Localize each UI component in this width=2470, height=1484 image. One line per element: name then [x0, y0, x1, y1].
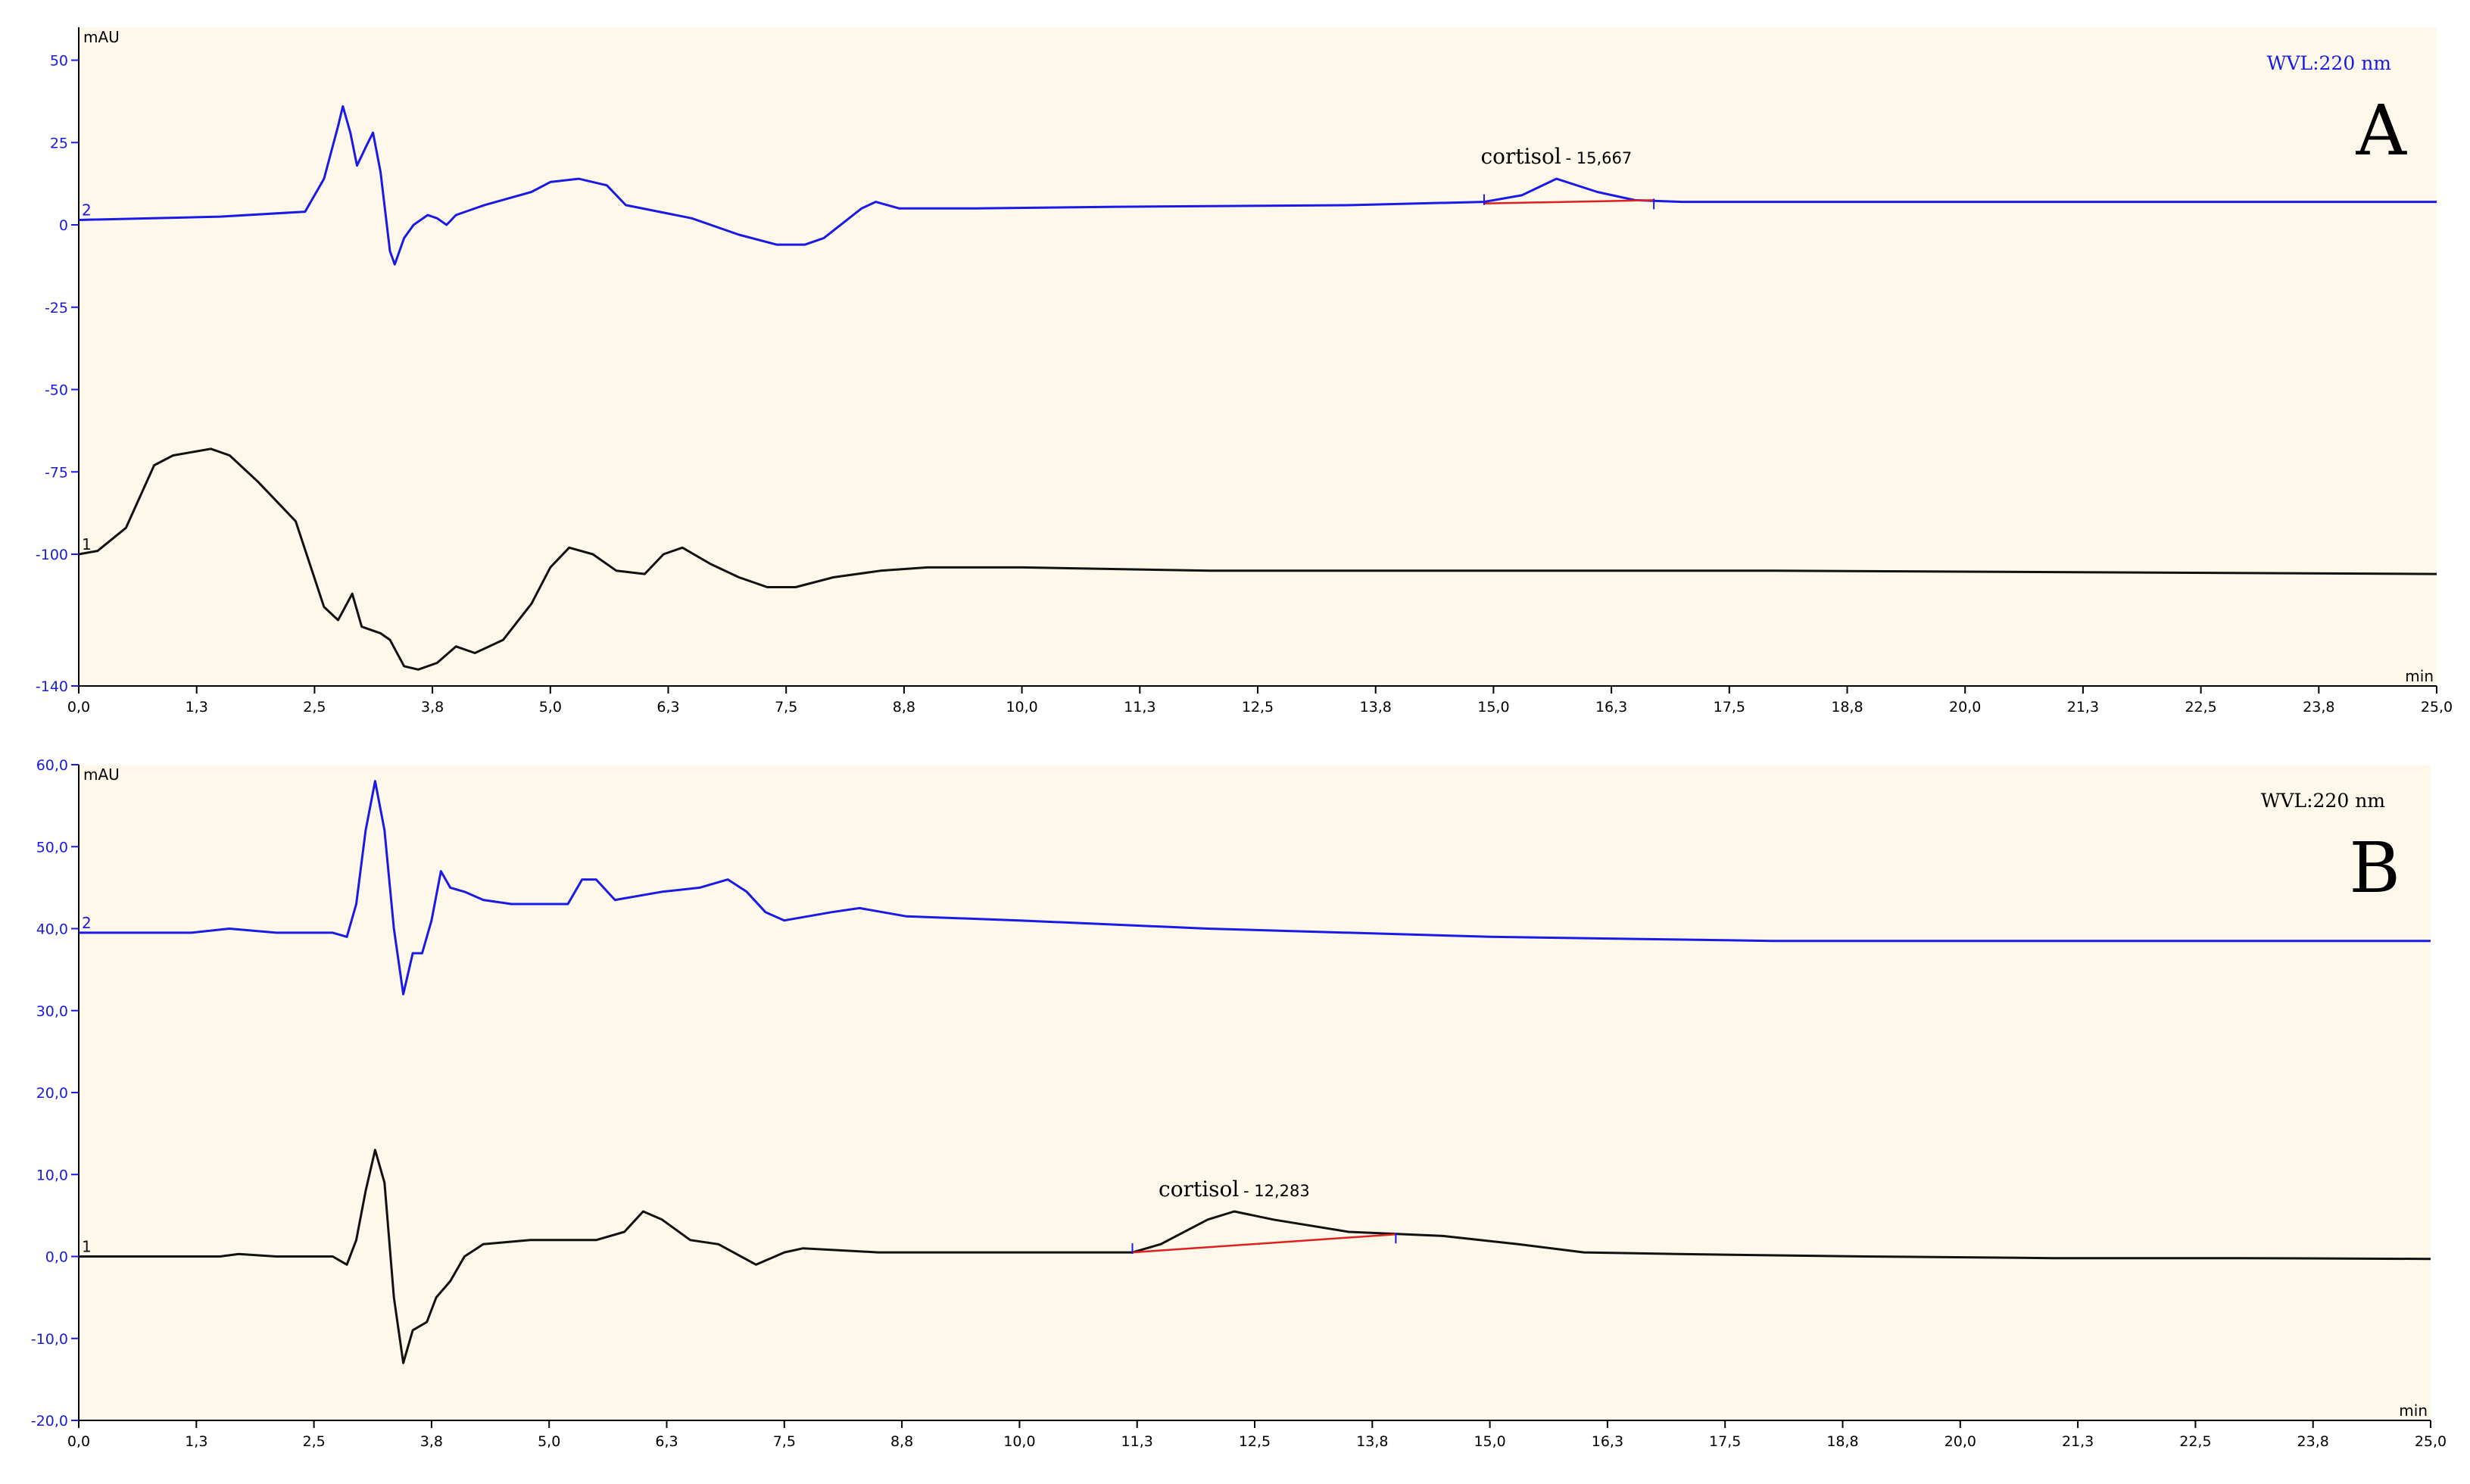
x-tick-label: 2,5	[303, 699, 326, 716]
y-tick-label: 50,0	[36, 839, 68, 856]
x-ticks: 0,0 1,3 2,5 3,8 5,0 6,3 7,5 8,8 10,0 11,3 12,5 13,8…	[67, 686, 2453, 716]
x-tick-label: 5,0	[539, 699, 562, 716]
x-tick-label: 23,8	[2303, 699, 2334, 716]
y-tick-label: 60,0	[36, 757, 68, 774]
peak-annotations: cortisol - 12,283	[1131, 1177, 1397, 1255]
y-tick-label: -25	[45, 300, 68, 316]
x-tick-label: 20,0	[1949, 699, 1981, 716]
y-tick-label: 40,0	[36, 921, 68, 938]
x-tick-label: 15,0	[1474, 1433, 1505, 1450]
peak-rt-label: - 15,667	[1565, 149, 1632, 167]
y-tick-label: -10,0	[31, 1331, 68, 1348]
x-tick-label: 1,3	[186, 699, 208, 716]
x-tick-label: 8,8	[890, 1433, 913, 1450]
x-tick-label: 10,0	[1006, 699, 1037, 716]
x-tick-label: 6,3	[656, 699, 679, 716]
x-unit-label: min	[2405, 667, 2434, 685]
y-tick-label: 10,0	[36, 1167, 68, 1183]
x-tick-label: 25,0	[2415, 1433, 2447, 1450]
x-ticks: 0,0 1,3 2,5 3,8 5,0 6,3 7,5 8,8 10,0 11,3 12,5 13,8…	[67, 1420, 2447, 1450]
x-tick-label: 18,8	[1831, 699, 1863, 716]
y-tick-label: -100	[36, 547, 68, 563]
plot-area	[79, 27, 2437, 686]
series-id-label: 2	[82, 914, 92, 932]
peak-baseline	[1132, 1233, 1396, 1254]
x-tick-label: 7,5	[773, 1433, 796, 1450]
wavelength-label: WVL:220 nm	[2261, 790, 2386, 812]
y-tick-label: 0,0	[45, 1249, 68, 1266]
series-lines: 21	[79, 780, 2431, 1364]
series-line-2	[79, 780, 2431, 996]
y-ticks: 60,0 50,0 40,0 30,0 20,0 10,0 0,0 -10,0 -20,0	[31, 757, 79, 1429]
series-id-label: 1	[82, 535, 92, 553]
x-tick-label: 1,3	[185, 1433, 207, 1450]
series-lines: 21	[78, 104, 2437, 671]
y-ticks: 50 25 0 -25 -50 -75 -100 -140	[36, 53, 79, 695]
plot-area	[79, 765, 2431, 1420]
x-tick-label: 17,5	[1709, 1433, 1741, 1450]
x-tick-label: 8,8	[893, 699, 915, 716]
x-tick-label: 11,3	[1124, 699, 1155, 716]
y-unit-label: mAU	[83, 28, 120, 46]
x-tick-label: 20,0	[1945, 1433, 1976, 1450]
x-tick-label: 6,3	[655, 1433, 678, 1450]
y-tick-label: -140	[36, 678, 68, 695]
x-tick-label: 0,0	[67, 699, 90, 716]
y-tick-label: -50	[45, 382, 68, 399]
x-tick-label: 22,5	[2179, 1433, 2211, 1450]
chromatogram-panel-a: 0,0 1,3 2,5 3,8 5,0 6,3 7,5 8,8 10,0 11,3 12,5 13,8…	[36, 27, 2453, 716]
x-tick-label: 22,5	[2185, 699, 2216, 716]
x-tick-label: 11,3	[1121, 1433, 1153, 1450]
x-tick-label: 5,0	[538, 1433, 560, 1450]
x-tick-label: 21,3	[2062, 1433, 2094, 1450]
peak-annotations: cortisol - 15,667	[1480, 144, 1655, 210]
series-id-label: 1	[82, 1238, 92, 1256]
y-tick-label: 0	[59, 217, 68, 234]
x-tick-label: 21,3	[2067, 699, 2099, 716]
wavelength-label: WVL:220 nm	[2267, 52, 2392, 74]
x-tick-label: 16,3	[1592, 1433, 1623, 1450]
x-tick-label: 3,8	[421, 699, 444, 716]
x-tick-label: 2,5	[302, 1433, 325, 1450]
x-tick-label: 12,5	[1239, 1433, 1271, 1450]
panel-letter: B	[2349, 828, 2400, 909]
chromatogram-panel-b: 0,0 1,3 2,5 3,8 5,0 6,3 7,5 8,8 10,0 11,3 12,5 13,8…	[31, 757, 2447, 1450]
x-tick-label: 13,8	[1360, 699, 1392, 716]
x-tick-label: 3,8	[420, 1433, 443, 1450]
peak-baseline	[1483, 199, 1654, 204]
y-tick-label: 20,0	[36, 1085, 68, 1102]
x-tick-label: 15,0	[1477, 699, 1509, 716]
x-tick-label: 16,3	[1595, 699, 1627, 716]
series-id-label: 2	[82, 201, 92, 219]
series-line-1	[78, 447, 2437, 671]
y-tick-label: 25	[50, 135, 68, 151]
y-tick-label: -20,0	[31, 1413, 68, 1429]
series-line-1	[79, 1149, 2431, 1364]
x-unit-label: min	[2399, 1401, 2428, 1420]
x-tick-label: 23,8	[2297, 1433, 2329, 1450]
series-line-2	[78, 104, 2437, 266]
x-tick-label: 0,0	[67, 1433, 90, 1450]
x-tick-label: 18,8	[1826, 1433, 1858, 1450]
x-tick-label: 10,0	[1003, 1433, 1035, 1450]
peak-rt-label: - 12,283	[1243, 1182, 1310, 1200]
y-unit-label: mAU	[83, 765, 120, 784]
panel-letter: A	[2356, 90, 2408, 171]
y-tick-label: 50	[50, 53, 68, 70]
y-tick-label: 30,0	[36, 1003, 68, 1020]
y-tick-label: -75	[45, 464, 68, 481]
x-tick-label: 12,5	[1242, 699, 1274, 716]
x-tick-label: 7,5	[775, 699, 797, 716]
x-tick-label: 25,0	[2421, 699, 2453, 716]
x-tick-label: 17,5	[1714, 699, 1745, 716]
peak-name-label: cortisol	[1480, 144, 1561, 169]
peak-name-label: cortisol	[1159, 1177, 1239, 1202]
x-tick-label: 13,8	[1356, 1433, 1388, 1450]
